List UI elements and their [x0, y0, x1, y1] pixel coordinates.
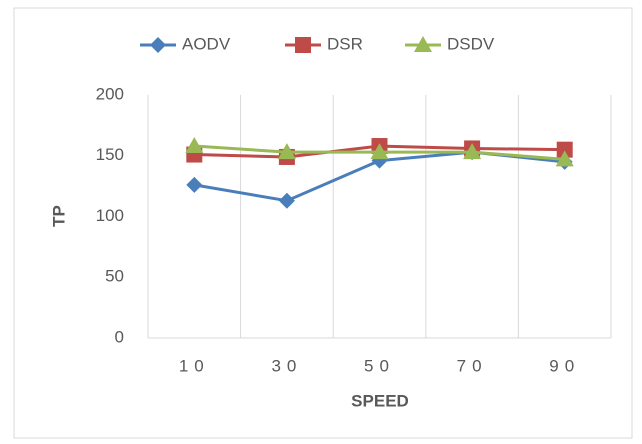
marker-diamond: [278, 192, 295, 209]
marker-triangle: [555, 150, 574, 167]
x-tick-label: 70: [457, 356, 488, 375]
legend-label: AODV: [182, 34, 231, 53]
legend-label: DSDV: [447, 34, 495, 53]
marker-triangle: [185, 137, 204, 154]
x-tick-label: 90: [549, 356, 580, 375]
y-tick-label: 200: [96, 84, 124, 103]
y-tick-label: 150: [96, 145, 124, 164]
x-tick-label: 50: [364, 356, 395, 375]
y-tick-label: 50: [105, 267, 124, 286]
y-tick-label: 0: [115, 327, 124, 346]
marker-diamond: [186, 176, 203, 193]
y-axis-label: TP: [49, 205, 68, 227]
marker-triangle: [277, 143, 296, 160]
y-tick-label: 100: [96, 206, 124, 225]
marker-triangle: [370, 143, 389, 160]
chart-border: [13, 7, 633, 439]
marker-square: [295, 37, 311, 53]
x-tick-label: 30: [271, 356, 302, 375]
marker-triangle: [463, 143, 482, 160]
marker-square: [556, 141, 573, 158]
marker-triangle: [414, 36, 432, 52]
marker-diamond: [150, 37, 166, 53]
legend-label: DSR: [327, 34, 363, 53]
x-axis-label: SPEED: [351, 391, 409, 410]
x-tick-label: 10: [179, 356, 210, 375]
